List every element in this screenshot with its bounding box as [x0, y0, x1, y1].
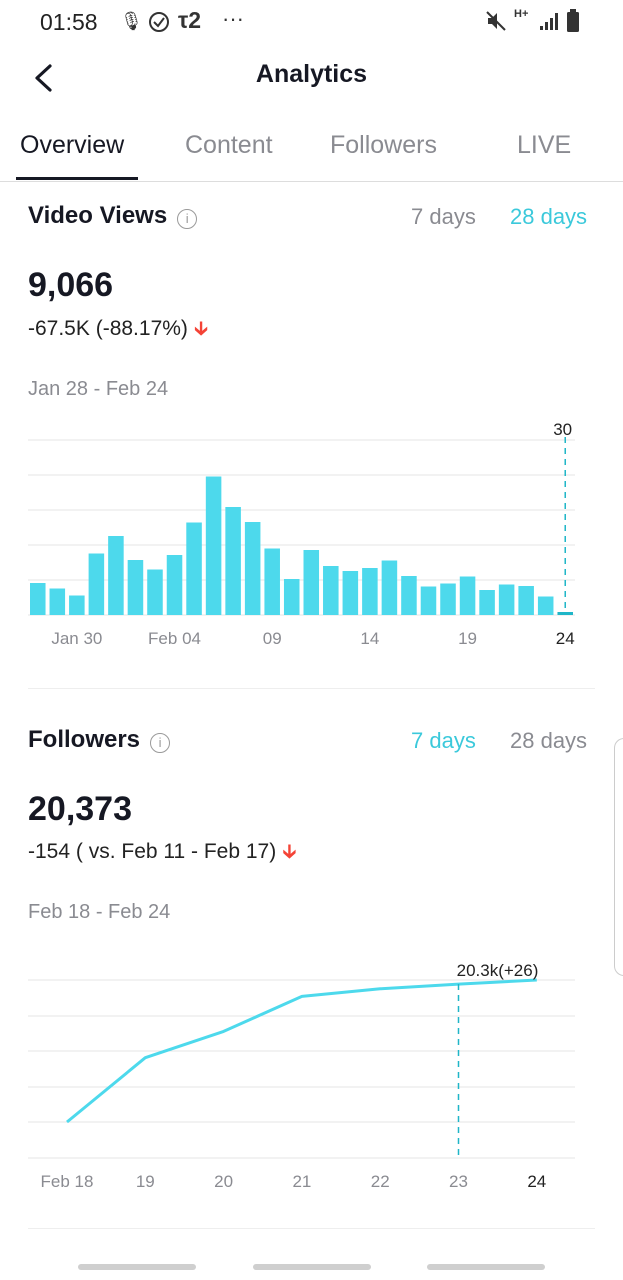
bar — [225, 507, 241, 615]
highlight-value-label: 30 — [553, 420, 572, 439]
info-icon[interactable]: i — [177, 208, 198, 229]
bar — [49, 588, 66, 615]
video-views-total: 9,066 — [28, 266, 114, 304]
bar — [303, 550, 320, 615]
section-title: Followers — [28, 726, 141, 753]
bar — [108, 536, 124, 615]
bar — [518, 586, 534, 615]
x-tick-label: Jan 30 — [51, 629, 102, 648]
followers-total: 20,373 — [28, 790, 132, 828]
bar — [166, 555, 183, 615]
followers-chart: 20.3k(+26) Feb 18 19 20 21 22 23 24 — [28, 961, 575, 1191]
tab-live[interactable]: LIVE — [517, 131, 572, 159]
bar — [420, 586, 437, 615]
bar — [362, 568, 378, 615]
video-views-7-days-button[interactable]: 7 days — [411, 204, 476, 229]
network-type-icon: H+ — [514, 8, 529, 20]
x-tick-label: 23 — [449, 1172, 468, 1191]
x-tick-label: 19 — [136, 1172, 155, 1191]
video-views-28-days-button[interactable]: 28 days — [510, 204, 588, 229]
section-divider — [28, 1228, 595, 1229]
highlight-value-label: 20.3k(+26) — [457, 961, 539, 980]
bar — [342, 571, 359, 615]
more-notifications-icon: ··· — [222, 6, 244, 31]
x-tick-label: 24 — [527, 1172, 546, 1191]
followers-28-days-button[interactable]: 28 days — [510, 728, 588, 753]
info-icon[interactable]: i — [150, 732, 171, 753]
down-arrow-icon: 🡳︎ — [193, 318, 209, 340]
bar — [381, 560, 398, 615]
bar — [186, 522, 202, 615]
bar — [323, 566, 339, 615]
followers-date-range: Feb 18 - Feb 24 — [28, 901, 171, 923]
back-arrow-icon[interactable] — [28, 62, 58, 94]
bar — [479, 590, 495, 615]
bar — [127, 560, 144, 615]
battery-icon — [567, 9, 579, 32]
x-tick-label: 24 — [556, 629, 575, 648]
check-circle-icon — [149, 12, 169, 32]
carrier-badge: τ2 — [178, 7, 202, 33]
tab-followers[interactable]: Followers — [330, 131, 437, 159]
page-title: Analytics — [255, 60, 368, 88]
microphone-icon: 🎙︎ — [120, 11, 143, 31]
bar — [147, 569, 163, 615]
edge-panel-handle[interactable] — [614, 738, 623, 976]
tab-content[interactable]: Content — [185, 131, 273, 159]
video-views-header: Video Views i — [28, 202, 198, 230]
video-views-date-range: Jan 28 - Feb 24 — [28, 378, 169, 400]
bar — [69, 595, 85, 615]
active-tab-indicator — [16, 177, 138, 180]
followers-header: Followers i — [28, 726, 171, 754]
tab-bar: Overview Content Followers LIVE — [0, 125, 623, 182]
followers-7-days-button[interactable]: 7 days — [411, 728, 476, 753]
video-views-chart: 30 Jan 30 Feb 04 09 14 19 24 — [28, 420, 575, 648]
bar — [264, 548, 280, 615]
signal-icon — [540, 13, 558, 30]
change-text: -67.5K (-88.17%) — [28, 317, 188, 340]
bar — [401, 576, 417, 615]
change-text: -154 ( vs. Feb 11 - Feb 17) — [28, 840, 277, 863]
x-tick-label: 21 — [292, 1172, 311, 1191]
bar — [498, 584, 515, 615]
section-title: Video Views — [28, 202, 168, 229]
status-time: 01:58 — [40, 9, 98, 35]
bar — [88, 553, 105, 615]
x-tick-label: Feb 18 — [41, 1172, 94, 1191]
x-tick-label: 09 — [263, 629, 282, 648]
status-bar: 01:58 🎙︎ τ2 ··· H+ — [0, 0, 623, 44]
x-tick-label: 14 — [360, 629, 379, 648]
bar — [283, 579, 300, 615]
bar — [537, 596, 554, 615]
x-tick-label: Feb 04 — [148, 629, 201, 648]
down-arrow-icon: 🡳︎ — [282, 841, 297, 863]
x-tick-label: 22 — [371, 1172, 390, 1191]
video-views-change: -67.5K (-88.17%) 🡳︎ — [28, 314, 208, 348]
bar — [244, 522, 261, 615]
followers-change: -154 ( vs. Feb 11 - Feb 17) 🡳︎ — [28, 837, 297, 871]
section-divider — [28, 688, 595, 689]
bar — [30, 583, 46, 615]
bar — [440, 583, 456, 615]
mute-icon — [486, 11, 506, 31]
nav-recents-button[interactable] — [78, 1264, 196, 1270]
nav-back-button[interactable] — [427, 1264, 545, 1270]
nav-home-button[interactable] — [253, 1264, 371, 1270]
tab-overview[interactable]: Overview — [20, 131, 125, 159]
x-tick-label: 20 — [214, 1172, 233, 1191]
bar — [205, 476, 222, 615]
bar — [459, 576, 476, 615]
x-tick-label: 19 — [458, 629, 477, 648]
